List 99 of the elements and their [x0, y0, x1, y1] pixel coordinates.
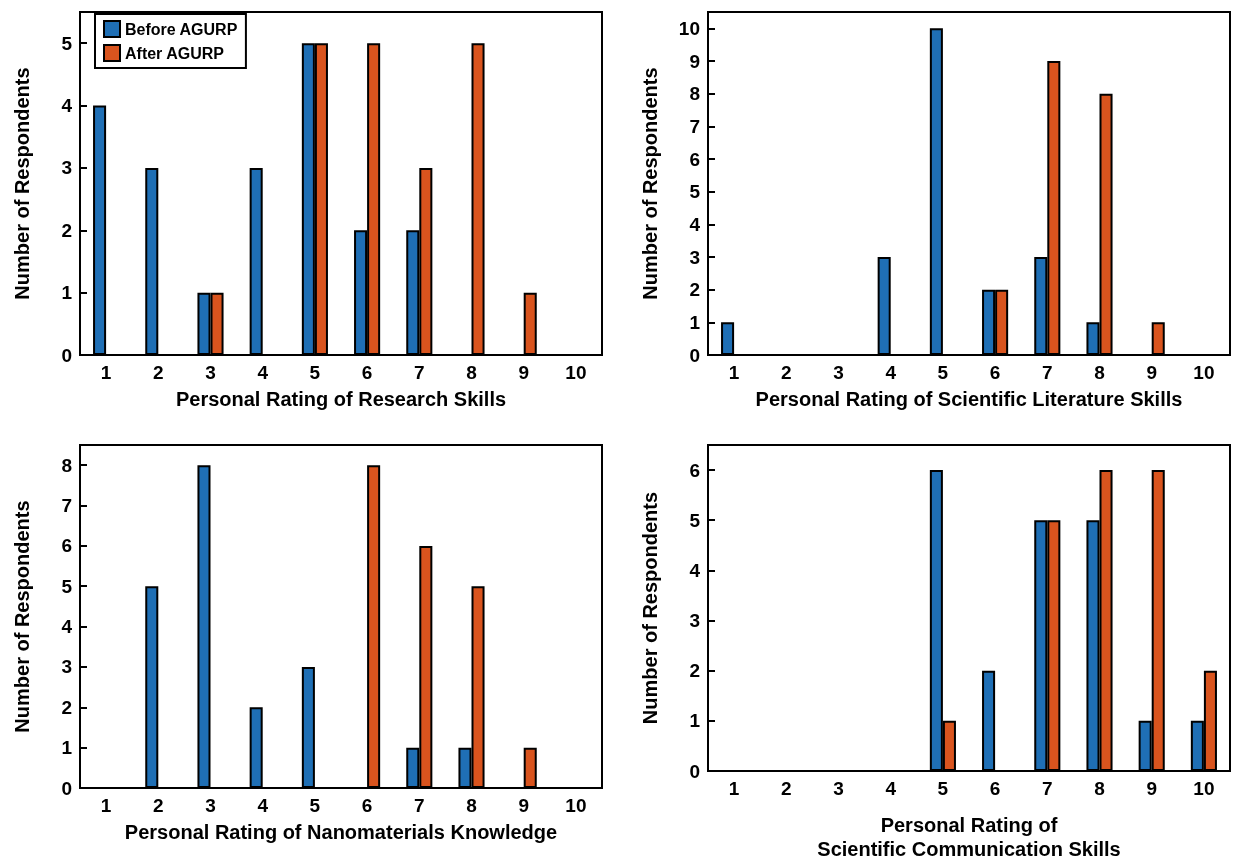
x-tick-label: 10	[1193, 362, 1215, 383]
y-tick-label: 2	[61, 219, 72, 241]
x-tick-label: 1	[728, 362, 740, 383]
bar	[523, 292, 537, 355]
y-tick-label: 4	[689, 559, 701, 581]
x-tick-label: 6	[361, 795, 373, 816]
bar	[145, 586, 159, 788]
y-tick-label: 10	[678, 17, 700, 39]
y-tick-label: 2	[689, 660, 700, 682]
x-tick-label: 9	[1146, 362, 1157, 383]
x-tick-label: 2	[781, 362, 792, 383]
y-tick-label: 5	[689, 509, 701, 531]
y-tick-label: 5	[689, 181, 701, 203]
y-tick-label: 7	[689, 115, 700, 137]
x-tick-label: 5	[309, 362, 321, 383]
x-tick-label: 8	[1094, 778, 1105, 799]
y-tick-label: 8	[61, 454, 72, 476]
y-tick-label: 3	[689, 246, 700, 268]
x-tick-label: 8	[1094, 362, 1105, 383]
x-tick-label: 8	[466, 795, 477, 816]
x-tick-label: 2	[153, 795, 164, 816]
x-tick-label: 7	[1042, 362, 1053, 383]
y-tick-label: 4	[61, 95, 73, 117]
bar	[93, 105, 107, 355]
bar	[1151, 322, 1165, 355]
y-tick-label: 3	[61, 157, 72, 179]
x-axis-title: Personal Rating of Nanomaterials Knowledge	[124, 820, 558, 843]
x-tick-label: 3	[205, 795, 216, 816]
y-tick-label: 9	[689, 50, 700, 72]
y-tick-label: 0	[61, 777, 72, 799]
x-tick-label: 10	[1193, 778, 1215, 799]
legend-label: Before AGURP	[125, 20, 238, 38]
x-axis-title: Personal Rating of Research Skills	[175, 387, 507, 410]
bar	[145, 167, 159, 355]
x-tick-label: 7	[414, 795, 425, 816]
x-tick-label: 1	[100, 362, 112, 383]
x-tick-label: 10	[565, 362, 587, 383]
y-tick-label: 4	[61, 616, 73, 638]
bar	[249, 167, 263, 355]
x-tick-label: 4	[257, 795, 269, 816]
x-tick-label: 3	[833, 362, 844, 383]
y-tick-label: 5	[61, 32, 73, 54]
y-tick-label: 8	[689, 83, 700, 105]
x-tick-label: 6	[989, 362, 1001, 383]
y-tick-label: 3	[61, 656, 72, 678]
x-tick-label: 10	[565, 795, 587, 816]
y-tick-label: 1	[61, 282, 73, 304]
x-tick-label: 9	[1146, 778, 1157, 799]
y-tick-label: 6	[689, 459, 700, 481]
y-tick-label: 2	[689, 279, 700, 301]
x-tick-label: 4	[257, 362, 269, 383]
x-tick-label: 9	[518, 795, 529, 816]
y-tick-label: 3	[689, 610, 700, 632]
x-tick-label: 1	[100, 795, 112, 816]
y-tick-label: 1	[689, 710, 701, 732]
y-tick-label: 0	[689, 344, 700, 366]
y-tick-label: 5	[61, 575, 73, 597]
bar	[197, 465, 211, 788]
x-axis-title: Personal Rating of Scientific Communication Skills	[817, 814, 1121, 860]
bar	[721, 322, 735, 355]
x-tick-label: 3	[833, 778, 844, 799]
y-tick-label: 2	[61, 696, 72, 718]
x-tick-label: 9	[518, 362, 529, 383]
x-tick-label: 6	[989, 778, 1001, 799]
x-tick-label: 4	[885, 362, 897, 383]
y-axis-title: Number of Respondents	[11, 500, 33, 733]
x-axis-title: Personal Rating of Scientific Literature Skills	[755, 387, 1183, 410]
x-tick-label: 5	[937, 362, 949, 383]
x-tick-label: 4	[885, 778, 897, 799]
x-tick-label: 7	[1042, 778, 1053, 799]
bar	[877, 257, 891, 355]
x-tick-label: 5	[937, 778, 949, 799]
y-tick-label: 0	[61, 344, 72, 366]
bar	[982, 670, 996, 771]
x-tick-label: 3	[205, 362, 216, 383]
x-tick-label: 1	[728, 778, 740, 799]
y-tick-label: 1	[61, 737, 73, 759]
bar	[929, 28, 943, 355]
y-tick-label: 0	[689, 760, 700, 782]
x-tick-label: 2	[781, 778, 792, 799]
x-tick-label: 6	[361, 362, 373, 383]
y-tick-label: 7	[61, 495, 72, 517]
y-axis-title: Number of Respondents	[11, 67, 33, 300]
x-tick-label: 7	[414, 362, 425, 383]
bar	[301, 666, 315, 788]
bar	[523, 747, 537, 788]
bar	[367, 465, 381, 788]
y-tick-label: 4	[689, 213, 701, 235]
y-tick-label: 1	[689, 311, 701, 333]
y-axis-title: Number of Respondents	[639, 491, 661, 725]
y-tick-label: 6	[689, 148, 700, 170]
bar	[471, 43, 485, 355]
y-tick-label: 6	[61, 535, 72, 557]
x-tick-label: 8	[466, 362, 477, 383]
x-tick-label: 5	[309, 795, 321, 816]
bar	[249, 707, 263, 788]
y-axis-title: Number of Respondents	[639, 67, 661, 300]
legend-label: After AGURP	[125, 44, 225, 62]
x-tick-label: 2	[153, 362, 164, 383]
